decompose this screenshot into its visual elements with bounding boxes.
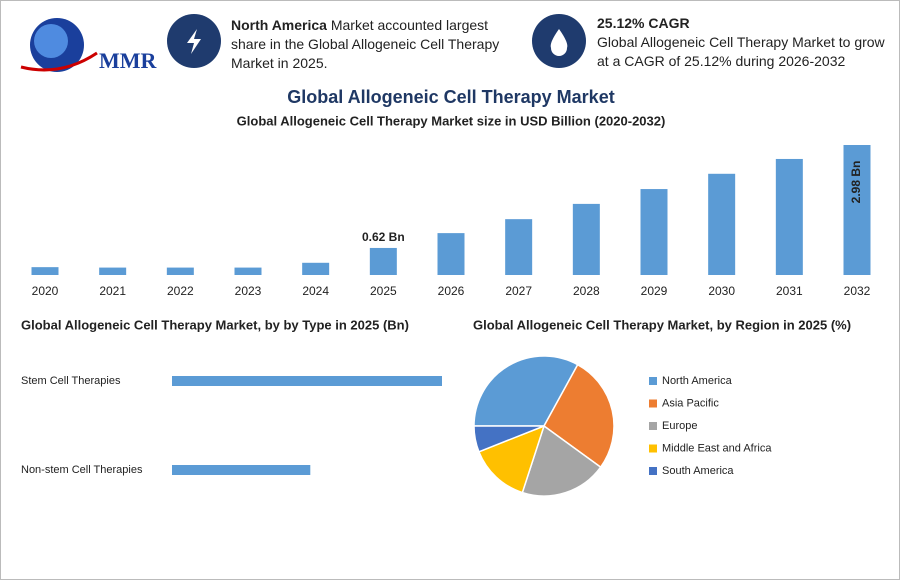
bar [99,267,127,275]
x-tick-label: 2024 [302,284,329,298]
legend-label: Asia Pacific [662,397,719,409]
bar [172,376,442,386]
x-tick-label: 2029 [641,284,668,298]
pie-slice [473,355,579,427]
bar [172,465,311,475]
legend-label: North America [662,375,733,387]
bar [166,267,194,275]
logo: MMR [20,18,158,73]
bar [640,189,668,275]
pie-slice [521,424,602,497]
bar [708,173,736,275]
bar [843,145,871,275]
chart-title: Global Allogeneic Cell Therapy Market, b… [473,317,851,332]
chart-title: Global Allogeneic Cell Therapy Market si… [237,113,666,128]
y-tick-label: Stem Cell Therapies [21,375,121,387]
value-label: 0.62 Bn [362,230,405,244]
logo-globe-light [34,24,68,58]
x-tick-label: 2026 [438,284,465,298]
bar [775,158,803,275]
x-tick-label: 2028 [573,284,600,298]
x-tick-label: 2022 [167,284,194,298]
info-text: Global Allogeneic Cell Therapy Market to… [597,34,885,69]
main-title: Global Allogeneic Cell Therapy Market [287,87,614,107]
legend-label: Europe [662,420,697,432]
legend-label: South America [662,465,734,477]
legend-swatch [649,377,657,385]
info-box: North America Market accounted largest s… [231,16,511,73]
bar [437,233,465,275]
value-label: 2.98 Bn [849,161,863,204]
legend-swatch [649,399,657,408]
logo-swoosh [20,51,98,72]
info-text: Market accounted largest share in the Gl… [231,17,500,71]
info-highlight: North America [231,17,327,33]
x-tick-label: 2032 [844,284,871,298]
bar [31,267,59,275]
legend-swatch [649,467,657,475]
x-tick-label: 2025 [370,284,397,298]
bar [505,219,533,275]
pie-slice [543,363,615,469]
chart-title: Global Allogeneic Cell Therapy Market, b… [21,317,409,332]
bar [369,247,397,275]
x-tick-label: 2027 [505,284,532,298]
legend-label: Middle East and Africa [662,442,772,454]
info-box: 25.12% CAGR Global Allogeneic Cell Therap… [597,14,897,71]
pie-slice [477,424,546,494]
x-tick-label: 2023 [235,284,262,298]
bar [234,267,262,275]
bolt-icon [187,29,201,54]
x-tick-label: 2031 [776,284,803,298]
bar [302,262,330,275]
legend-swatch [649,422,657,430]
y-tick-label: Non-stem Cell Therapies [21,464,143,476]
info-highlight: 25.12% CAGR [597,15,690,31]
x-tick-label: 2030 [708,284,735,298]
logo-text: MMR [99,48,158,73]
drop-icon [550,29,568,56]
x-tick-label: 2021 [99,284,126,298]
pie-slice [473,425,545,453]
legend-swatch [649,444,657,453]
bar [572,203,600,275]
x-tick-label: 2020 [32,284,59,298]
